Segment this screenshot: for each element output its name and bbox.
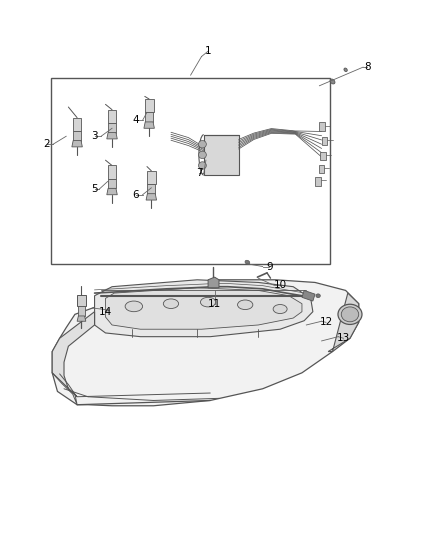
Polygon shape xyxy=(78,306,85,316)
Ellipse shape xyxy=(201,297,216,307)
Polygon shape xyxy=(72,141,82,147)
Polygon shape xyxy=(315,177,321,185)
Polygon shape xyxy=(73,131,81,141)
Polygon shape xyxy=(108,123,116,133)
Polygon shape xyxy=(108,110,117,123)
Polygon shape xyxy=(146,193,156,200)
Polygon shape xyxy=(73,118,81,131)
Polygon shape xyxy=(106,288,302,329)
Ellipse shape xyxy=(163,299,179,309)
Ellipse shape xyxy=(338,304,362,325)
Text: 10: 10 xyxy=(274,280,287,290)
Text: 1: 1 xyxy=(205,46,212,56)
Polygon shape xyxy=(108,165,117,179)
Ellipse shape xyxy=(198,162,206,169)
Polygon shape xyxy=(95,280,313,337)
Polygon shape xyxy=(145,112,153,122)
Text: 6: 6 xyxy=(133,190,139,200)
Polygon shape xyxy=(52,312,95,397)
Text: 8: 8 xyxy=(364,62,371,72)
Ellipse shape xyxy=(344,68,347,71)
Polygon shape xyxy=(208,277,219,288)
Polygon shape xyxy=(107,133,117,139)
Polygon shape xyxy=(147,171,155,184)
Text: 4: 4 xyxy=(133,115,139,125)
Polygon shape xyxy=(77,316,86,321)
Polygon shape xyxy=(318,165,324,173)
Ellipse shape xyxy=(198,141,206,148)
Ellipse shape xyxy=(273,304,287,313)
Ellipse shape xyxy=(245,260,250,264)
Text: 7: 7 xyxy=(196,168,203,179)
Polygon shape xyxy=(328,293,359,352)
Polygon shape xyxy=(77,295,86,306)
Polygon shape xyxy=(321,137,327,146)
Text: 13: 13 xyxy=(337,333,350,343)
Text: 9: 9 xyxy=(266,262,272,271)
Text: 5: 5 xyxy=(91,184,98,195)
FancyBboxPatch shape xyxy=(51,78,330,264)
Ellipse shape xyxy=(198,151,206,159)
Polygon shape xyxy=(319,123,325,131)
Text: 2: 2 xyxy=(43,139,50,149)
Polygon shape xyxy=(320,152,326,160)
Text: 3: 3 xyxy=(91,131,98,141)
Ellipse shape xyxy=(330,79,335,84)
Polygon shape xyxy=(107,188,117,195)
Ellipse shape xyxy=(125,301,143,312)
Polygon shape xyxy=(145,99,153,112)
Text: 11: 11 xyxy=(208,298,221,309)
Text: 14: 14 xyxy=(99,306,112,317)
Ellipse shape xyxy=(341,307,359,322)
Ellipse shape xyxy=(316,294,320,297)
Polygon shape xyxy=(302,290,315,301)
Polygon shape xyxy=(144,122,154,128)
Polygon shape xyxy=(148,184,155,193)
Polygon shape xyxy=(108,179,116,188)
Text: 12: 12 xyxy=(319,317,332,327)
Polygon shape xyxy=(52,280,359,406)
Ellipse shape xyxy=(237,300,253,310)
Polygon shape xyxy=(204,135,239,175)
